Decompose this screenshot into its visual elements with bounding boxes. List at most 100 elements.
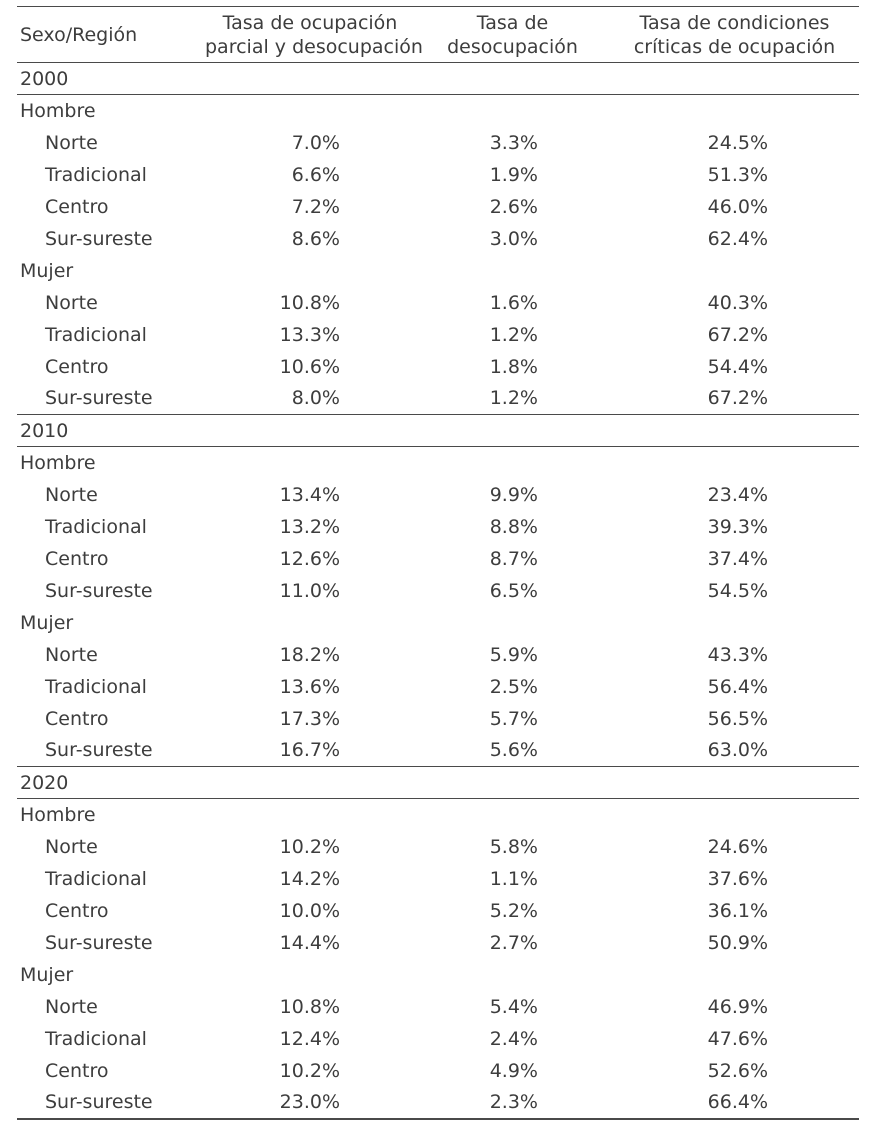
value-cell: 23.0% <box>279 1091 340 1113</box>
region-data-row: Norte 7.0% 3.3% 24.5% <box>17 127 859 159</box>
region-data-row: Norte 10.2% 5.8% 24.6% <box>17 831 859 863</box>
region-label: Norte <box>45 291 98 314</box>
value-cell: 24.6% <box>707 835 768 858</box>
value-cell: 46.0% <box>707 195 768 218</box>
value-cell: 56.4% <box>707 675 768 698</box>
value-cell: 14.4% <box>279 931 340 954</box>
sex-label: Hombre <box>20 451 96 474</box>
region-label: Tradicional <box>45 323 147 346</box>
header-line: Tasa de ocupación <box>222 11 398 34</box>
value-cell: 67.2% <box>707 387 768 410</box>
region-data-row: Sur-sureste 11.0% 6.5% 54.5% <box>17 575 859 607</box>
value-cell: 10.6% <box>279 355 340 378</box>
sex-label: Hombre <box>20 803 96 826</box>
column-header-sexo-region: Sexo/Región <box>17 6 205 63</box>
value-cell: 9.9% <box>489 483 538 506</box>
region-label: Norte <box>45 131 98 154</box>
value-cell: 67.2% <box>707 323 768 346</box>
value-cell: 40.3% <box>707 291 768 314</box>
value-cell: 2.4% <box>489 1027 538 1050</box>
region-data-row: Centro 10.2% 4.9% 52.6% <box>17 1055 859 1087</box>
region-data-row: Centro 10.0% 5.2% 36.1% <box>17 895 859 927</box>
year-label: 2020 <box>17 766 859 799</box>
sex-group-row: Hombre <box>17 95 859 127</box>
value-cell: 14.2% <box>279 867 340 890</box>
value-cell: 8.0% <box>291 387 340 410</box>
value-cell: 66.4% <box>707 1091 768 1113</box>
year-row: 2000 <box>17 62 859 95</box>
header-row: Sexo/Región Tasa de ocupación parcial y … <box>17 6 859 63</box>
header-line: críticas de ocupación <box>633 35 836 58</box>
region-label: Sur-sureste <box>45 579 153 602</box>
value-cell: 1.2% <box>489 387 538 410</box>
value-cell: 13.2% <box>279 515 340 538</box>
region-data-row: Sur-sureste 23.0% 2.3% 66.4% <box>17 1087 859 1119</box>
value-cell: 3.0% <box>489 227 538 250</box>
year-label: 2000 <box>17 62 859 95</box>
region-label: Centro <box>45 547 109 570</box>
value-cell: 63.0% <box>707 739 768 762</box>
region-data-row: Centro 17.3% 5.7% 56.5% <box>17 703 859 735</box>
value-cell: 13.4% <box>279 483 340 506</box>
value-cell: 8.8% <box>489 515 538 538</box>
value-cell: 12.6% <box>279 547 340 570</box>
region-label: Sur-sureste <box>45 931 153 954</box>
value-cell: 10.2% <box>279 835 340 858</box>
region-data-row: Tradicional 12.4% 2.4% 47.6% <box>17 1023 859 1055</box>
value-cell: 7.2% <box>291 195 340 218</box>
value-cell: 5.8% <box>489 835 538 858</box>
sex-group-row: Hombre <box>17 447 859 479</box>
value-cell: 39.3% <box>707 515 768 538</box>
sex-group-row: Hombre <box>17 799 859 831</box>
sex-group-row: Mujer <box>17 959 859 991</box>
region-data-row: Tradicional 14.2% 1.1% 37.6% <box>17 863 859 895</box>
region-data-row: Norte 13.4% 9.9% 23.4% <box>17 479 859 511</box>
sex-group-row: Mujer <box>17 607 859 639</box>
value-cell: 2.7% <box>489 931 538 954</box>
header-line: Tasa de condiciones <box>639 11 830 34</box>
table-body: 2000 Hombre Norte 7.0% 3.3% 24.5% Tradicional 6… <box>17 62 859 1119</box>
value-cell: 6.5% <box>489 579 538 602</box>
value-cell: 10.8% <box>279 995 340 1018</box>
value-cell: 13.6% <box>279 675 340 698</box>
value-cell: 43.3% <box>707 643 768 666</box>
value-cell: 12.4% <box>279 1027 340 1050</box>
value-cell: 54.5% <box>707 579 768 602</box>
value-cell: 5.6% <box>489 739 538 762</box>
value-cell: 2.6% <box>489 195 538 218</box>
value-cell: 5.7% <box>489 707 538 730</box>
year-row: 2020 <box>17 766 859 799</box>
value-cell: 54.4% <box>707 355 768 378</box>
region-label: Norte <box>45 835 98 858</box>
header-line: desocupación <box>447 35 578 58</box>
column-header-tasa-desocupacion: Tasa de desocupación <box>415 6 610 63</box>
value-cell: 16.7% <box>279 739 340 762</box>
region-data-row: Tradicional 13.6% 2.5% 56.4% <box>17 671 859 703</box>
region-label: Tradicional <box>45 163 147 186</box>
sex-group-row: Mujer <box>17 255 859 287</box>
region-data-row: Sur-sureste 14.4% 2.7% 50.9% <box>17 927 859 959</box>
region-label: Sur-sureste <box>45 1091 153 1113</box>
region-data-row: Centro 7.2% 2.6% 46.0% <box>17 191 859 223</box>
value-cell: 5.4% <box>489 995 538 1018</box>
region-label: Centro <box>45 899 109 922</box>
region-data-row: Norte 18.2% 5.9% 43.3% <box>17 639 859 671</box>
region-label: Norte <box>45 643 98 666</box>
region-data-row: Norte 10.8% 1.6% 40.3% <box>17 287 859 319</box>
region-data-row: Sur-sureste 8.6% 3.0% 62.4% <box>17 223 859 255</box>
value-cell: 47.6% <box>707 1027 768 1050</box>
value-cell: 62.4% <box>707 227 768 250</box>
region-label: Sur-sureste <box>45 387 153 410</box>
value-cell: 8.7% <box>489 547 538 570</box>
year-label: 2010 <box>17 414 859 447</box>
value-cell: 1.8% <box>489 355 538 378</box>
value-cell: 2.3% <box>489 1091 538 1113</box>
value-cell: 4.9% <box>489 1059 538 1082</box>
value-cell: 1.9% <box>489 163 538 186</box>
region-data-row: Sur-sureste 16.7% 5.6% 63.0% <box>17 735 859 767</box>
sex-label: Hombre <box>20 99 96 122</box>
region-label: Tradicional <box>45 515 147 538</box>
region-data-row: Tradicional 13.2% 8.8% 39.3% <box>17 511 859 543</box>
region-data-row: Norte 10.8% 5.4% 46.9% <box>17 991 859 1023</box>
